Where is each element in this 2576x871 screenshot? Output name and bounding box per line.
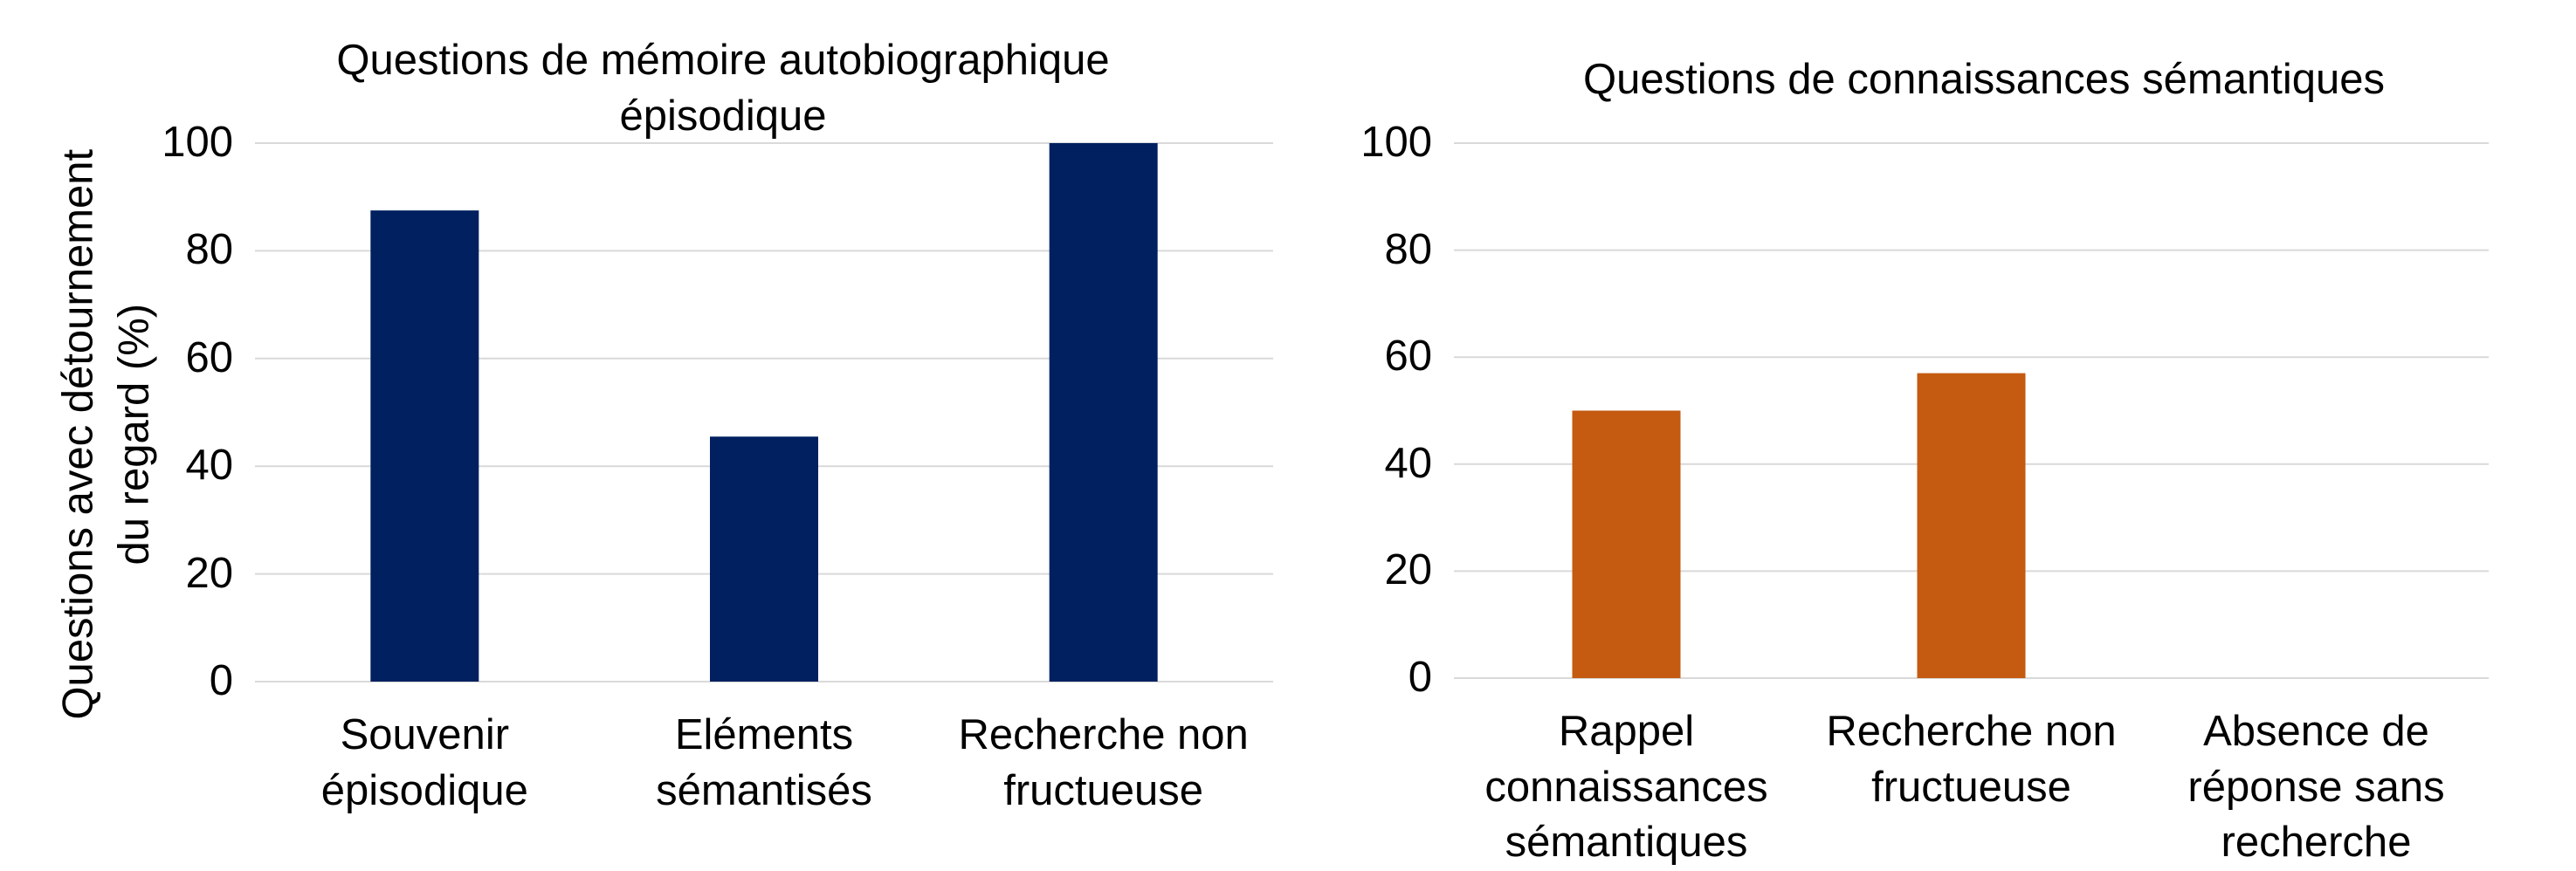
y-tick-label: 0 — [1408, 654, 1432, 701]
bar — [1572, 410, 1681, 678]
y-tick-label: 20 — [185, 549, 233, 597]
bar — [1917, 373, 2026, 678]
y-tick-label: 100 — [162, 119, 233, 166]
y-tick-label: 60 — [185, 333, 233, 381]
chart-title: Questions de mémoire autobiographique ép… — [336, 37, 1110, 140]
y-tick-label: 80 — [1384, 225, 1432, 273]
bar — [370, 210, 479, 682]
y-tick-label: 20 — [1384, 546, 1432, 594]
y-tick-label: 100 — [1360, 119, 1432, 166]
x-tick-label: Recherche non fructueuse — [958, 711, 1249, 814]
bar — [1049, 143, 1158, 682]
y-tick-label: 40 — [185, 442, 233, 490]
y-tick-label: 40 — [1384, 439, 1432, 487]
x-tick-label: Souvenir épisodique — [320, 711, 528, 814]
bar — [710, 436, 818, 682]
y-axis-label: Questions avec détournement du regard (%… — [54, 148, 157, 720]
x-tick-label: Recherche non fructueuse — [1826, 708, 2117, 811]
y-tick-label: 60 — [1384, 333, 1432, 381]
chart-title: Questions de connaissances sémantiques — [1583, 56, 2385, 103]
y-tick-label: 0 — [209, 657, 233, 704]
y-tick-label: 80 — [185, 226, 233, 274]
x-tick-label: Rappel connaissances sémantiques — [1484, 708, 1768, 867]
x-tick-label: Eléments sémantisés — [656, 711, 872, 814]
x-tick-label: Absence de réponse sans recherche — [2187, 708, 2445, 867]
